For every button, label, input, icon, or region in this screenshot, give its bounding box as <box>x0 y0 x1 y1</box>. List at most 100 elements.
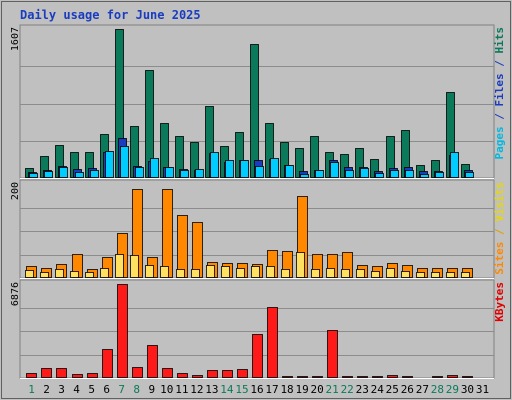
bar-sites-day-15 <box>236 268 245 278</box>
kbytes-panel-max-label: 6876 <box>10 282 21 306</box>
hits-panel-side-legend: Pages / Files / Hits <box>493 27 506 160</box>
bar-kbytes-day-14 <box>222 370 233 378</box>
bar-sites-day-28 <box>431 272 440 278</box>
bar-kbytes-day-18 <box>282 376 293 378</box>
hits-panel-legend-segment: Hits <box>493 27 506 54</box>
bar-kbytes-day-17 <box>267 307 278 378</box>
day-label: 29 <box>446 383 459 396</box>
hits-panel-legend-segment: / <box>493 107 506 127</box>
bar-sites-day-9 <box>145 265 154 278</box>
bar-pages-day-21 <box>330 162 339 178</box>
bar-sites-day-12 <box>191 269 200 278</box>
bar-kbytes-day-19 <box>297 376 308 378</box>
bar-pages-day-24 <box>375 173 384 178</box>
bar-pages-day-14 <box>225 160 234 178</box>
bar-sites-day-7 <box>115 254 124 278</box>
bar-pages-day-17 <box>270 158 279 178</box>
bar-kbytes-day-7 <box>117 284 128 378</box>
bar-kbytes-day-10 <box>162 368 173 378</box>
kbytes-panel-series-kbytes <box>26 284 473 378</box>
bar-pages-day-23 <box>360 168 369 178</box>
bar-pages-day-25 <box>390 170 399 178</box>
bar-kbytes-day-15 <box>237 369 248 378</box>
hits-panel-series-pages <box>29 146 474 178</box>
visits-panel-series-sites <box>25 252 470 278</box>
bar-kbytes-day-22 <box>342 376 353 378</box>
day-label: 7 <box>118 383 125 396</box>
bar-kbytes-day-11 <box>177 373 188 378</box>
bar-pages-day-29 <box>450 152 459 178</box>
kbytes-panel: 6876 KBytes <box>10 279 506 379</box>
bar-kbytes-day-3 <box>56 368 67 378</box>
bar-pages-day-26 <box>405 170 414 178</box>
visits-panel-plot-area <box>19 179 495 279</box>
bar-pages-day-11 <box>180 170 189 178</box>
day-label: 24 <box>371 383 385 396</box>
bar-pages-day-15 <box>240 160 249 178</box>
hits-panel-legend-segment: Files <box>493 73 506 106</box>
bar-pages-day-1 <box>29 173 38 178</box>
bar-kbytes-day-30 <box>462 376 473 378</box>
bar-kbytes-day-1 <box>26 373 37 378</box>
day-label: 26 <box>401 383 414 396</box>
bar-pages-day-7 <box>120 146 129 178</box>
day-label: 25 <box>386 383 399 396</box>
bar-pages-day-5 <box>90 170 99 178</box>
bar-kbytes-day-28 <box>432 376 443 378</box>
day-label: 15 <box>235 383 248 396</box>
bar-pages-day-28 <box>435 172 444 178</box>
day-labels: 1 2 3 4 5 6 7 8 9 10 11 12 13 14 15 16 17 18 19 20 21 22 23 24 2… <box>28 383 489 396</box>
day-label: 17 <box>265 383 278 396</box>
day-label: 22 <box>341 383 354 396</box>
hits-panel-legend-segment: Pages <box>493 126 506 159</box>
day-label: 28 <box>431 383 444 396</box>
day-label: 21 <box>326 383 339 396</box>
visits-panel-max-label: 200 <box>10 182 21 200</box>
day-label: 31 <box>476 383 489 396</box>
bar-kbytes-day-8 <box>132 367 143 378</box>
bar-visits-day-10 <box>162 189 173 278</box>
bar-sites-day-13 <box>206 265 215 278</box>
day-label: 23 <box>356 383 369 396</box>
bar-pages-day-18 <box>285 165 294 178</box>
bar-sites-day-14 <box>221 266 230 278</box>
visits-panel-legend-segment: / <box>493 222 506 242</box>
day-label: 4 <box>73 383 80 396</box>
bar-sites-day-22 <box>341 269 350 278</box>
bar-pages-day-30 <box>465 172 474 178</box>
bar-pages-day-22 <box>345 170 354 178</box>
kbytes-panel-legend-segment: KBytes <box>493 282 506 322</box>
bar-sites-day-10 <box>160 266 169 278</box>
day-label: 13 <box>205 383 218 396</box>
bar-pages-day-13 <box>210 152 219 178</box>
bar-kbytes-day-20 <box>312 376 323 378</box>
panels-layer: 1607 Pages / Files / Hits 200 Sites / Visit… <box>10 24 506 379</box>
hits-panel-series-hits <box>25 29 470 178</box>
bar-sites-day-18 <box>281 269 290 278</box>
day-label: 14 <box>220 383 234 396</box>
day-label: 12 <box>190 383 203 396</box>
bar-kbytes-day-16 <box>252 334 263 378</box>
bar-kbytes-day-12 <box>192 375 203 378</box>
day-label: 3 <box>58 383 65 396</box>
hits-panel: 1607 Pages / Files / Hits <box>10 24 506 179</box>
hits-panel-max-label: 1607 <box>10 27 21 51</box>
bar-sites-day-4 <box>70 271 79 278</box>
bar-sites-day-27 <box>416 272 425 278</box>
bar-sites-day-25 <box>386 268 395 278</box>
day-label: 30 <box>461 383 474 396</box>
bar-sites-day-17 <box>266 266 275 278</box>
day-label: 11 <box>175 383 188 396</box>
bar-sites-day-1 <box>25 270 34 278</box>
bar-kbytes-day-2 <box>41 368 52 378</box>
visits-panel-legend-segment: Visits <box>493 182 506 222</box>
bar-kbytes-day-5 <box>87 373 98 378</box>
bar-kbytes-day-4 <box>72 374 83 378</box>
day-label: 2 <box>43 383 50 396</box>
bar-sites-day-21 <box>326 268 335 278</box>
bar-kbytes-day-13 <box>207 370 218 378</box>
bar-sites-day-5 <box>85 272 94 278</box>
visits-panel: 200 Sites / Visits <box>10 179 506 279</box>
bar-pages-day-20 <box>315 170 324 178</box>
